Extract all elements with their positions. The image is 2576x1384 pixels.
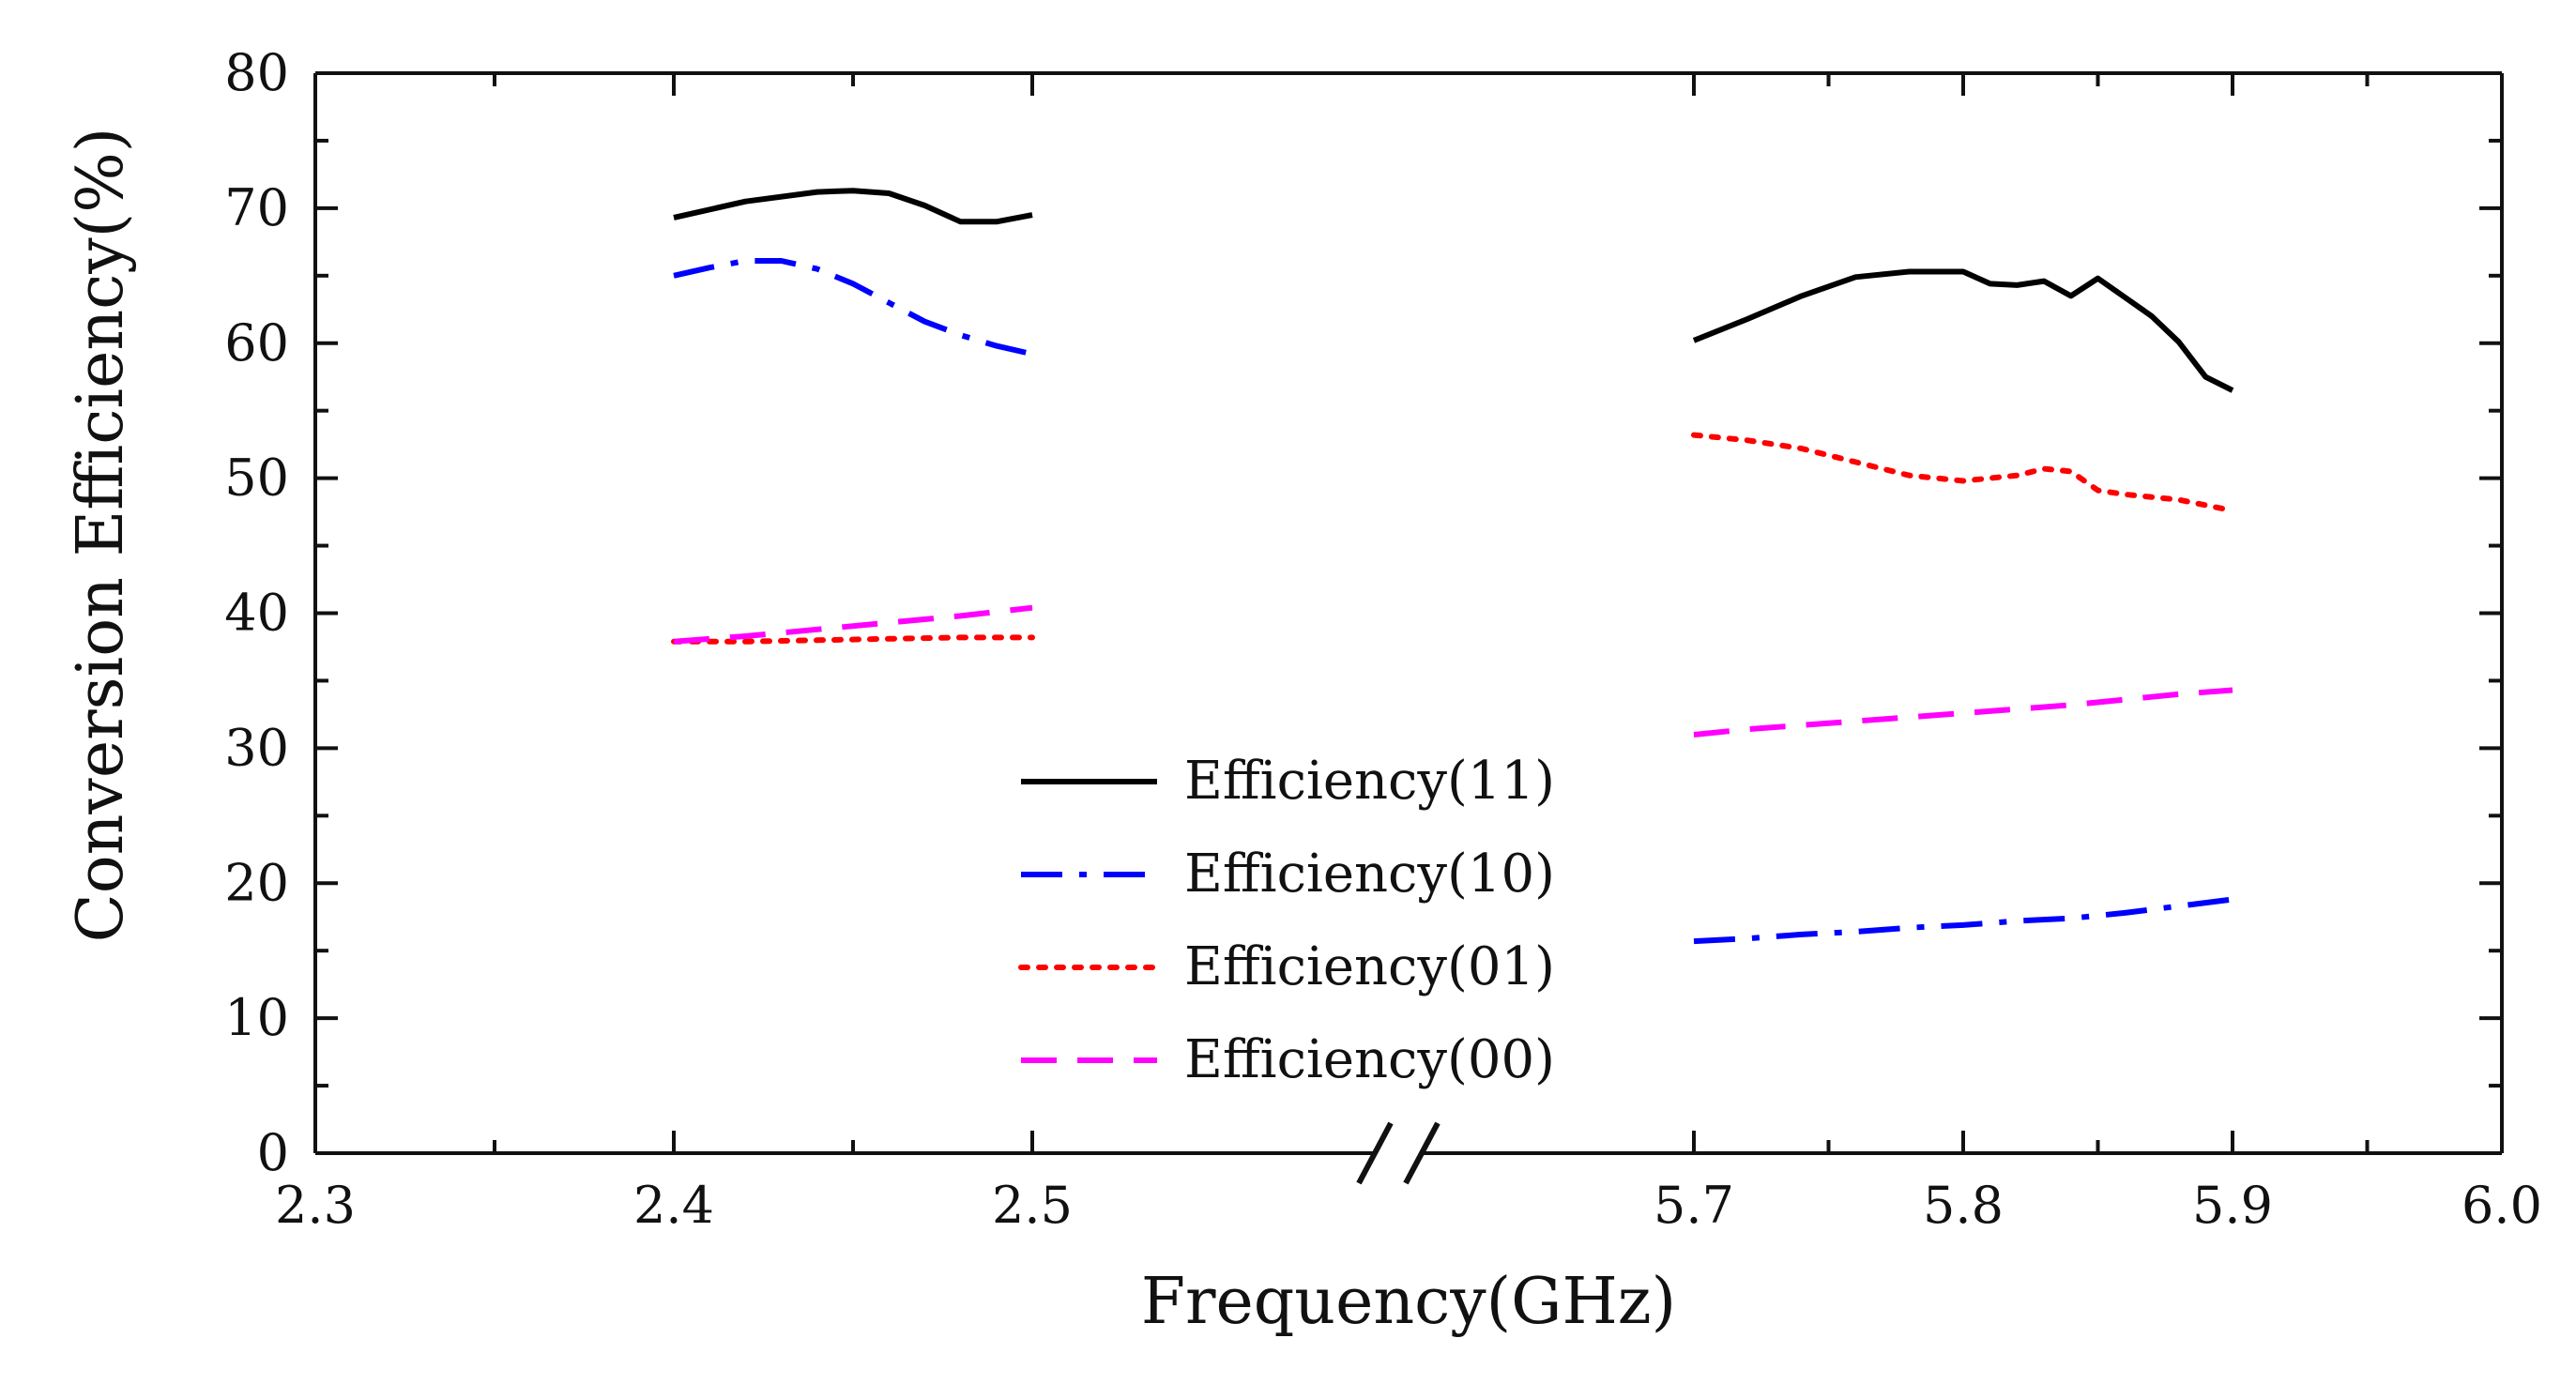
legend-label-1: Efficiency(11)	[1184, 751, 1555, 812]
series-line-efficiency-01-segment-2	[1691, 432, 2235, 514]
series-line-efficiency-01-segment-1	[671, 634, 1035, 645]
y-axis-label: Conversion Efficiency(%)	[64, 128, 138, 943]
y-tick-label-30: 30	[224, 718, 289, 777]
legend-label-2: Efficiency(10)	[1184, 844, 1555, 905]
axis-break-mark-right	[1403, 1121, 1440, 1185]
x-tick-label-2-4: 2.4	[633, 1176, 714, 1235]
legend-label-3: Efficiency(01)	[1184, 936, 1555, 997]
legend: Efficiency(11) Efficiency(10) Efficiency(0…	[1018, 751, 1555, 1090]
x-tick-label-2-3: 2.3	[275, 1176, 356, 1235]
x-tick-label-5-7: 5.7	[1654, 1176, 1734, 1235]
y-tick-label-20: 20	[224, 853, 289, 912]
axis-break-mark-left	[1356, 1121, 1394, 1185]
x-tick-label-5-9: 5.9	[2192, 1176, 2273, 1235]
tick-labels: 0 10 20 30 40 50 60 70 80 2.3 2.4 2.5 5.7 5.8 5.9 6.0	[224, 43, 2542, 1235]
y-tick-label-50: 50	[224, 449, 289, 508]
x-tick-label-5-8: 5.8	[1923, 1176, 2004, 1235]
x-tick-label-2-5: 2.5	[992, 1176, 1073, 1235]
y-tick-label-10: 10	[224, 988, 289, 1047]
series-line-efficiency-10-segment-1	[673, 258, 1033, 357]
y-tick-label-70: 70	[224, 178, 289, 237]
series-line-efficiency-00-segment-1	[673, 604, 1033, 645]
y-tick-label-60: 60	[224, 313, 289, 373]
series-line-efficiency-10-segment-2	[1693, 896, 2233, 945]
series-line-efficiency-11-segment-2	[1692, 268, 2234, 393]
y-tick-label-80: 80	[224, 43, 289, 102]
x-axis-label: Frequency(GHz)	[1141, 1265, 1676, 1339]
series-line-efficiency-00-segment-2	[1693, 687, 2233, 738]
legend-label-4: Efficiency(00)	[1184, 1029, 1555, 1090]
axis-ticks	[313, 71, 2504, 1155]
series-lines	[671, 188, 2235, 945]
x-axis-break	[1356, 1121, 1440, 1185]
y-tick-label-40: 40	[224, 584, 289, 643]
x-tick-label-6-0: 6.0	[2462, 1176, 2542, 1235]
series-line-efficiency-11-segment-1	[673, 188, 1033, 225]
y-tick-label-0: 0	[257, 1123, 289, 1182]
